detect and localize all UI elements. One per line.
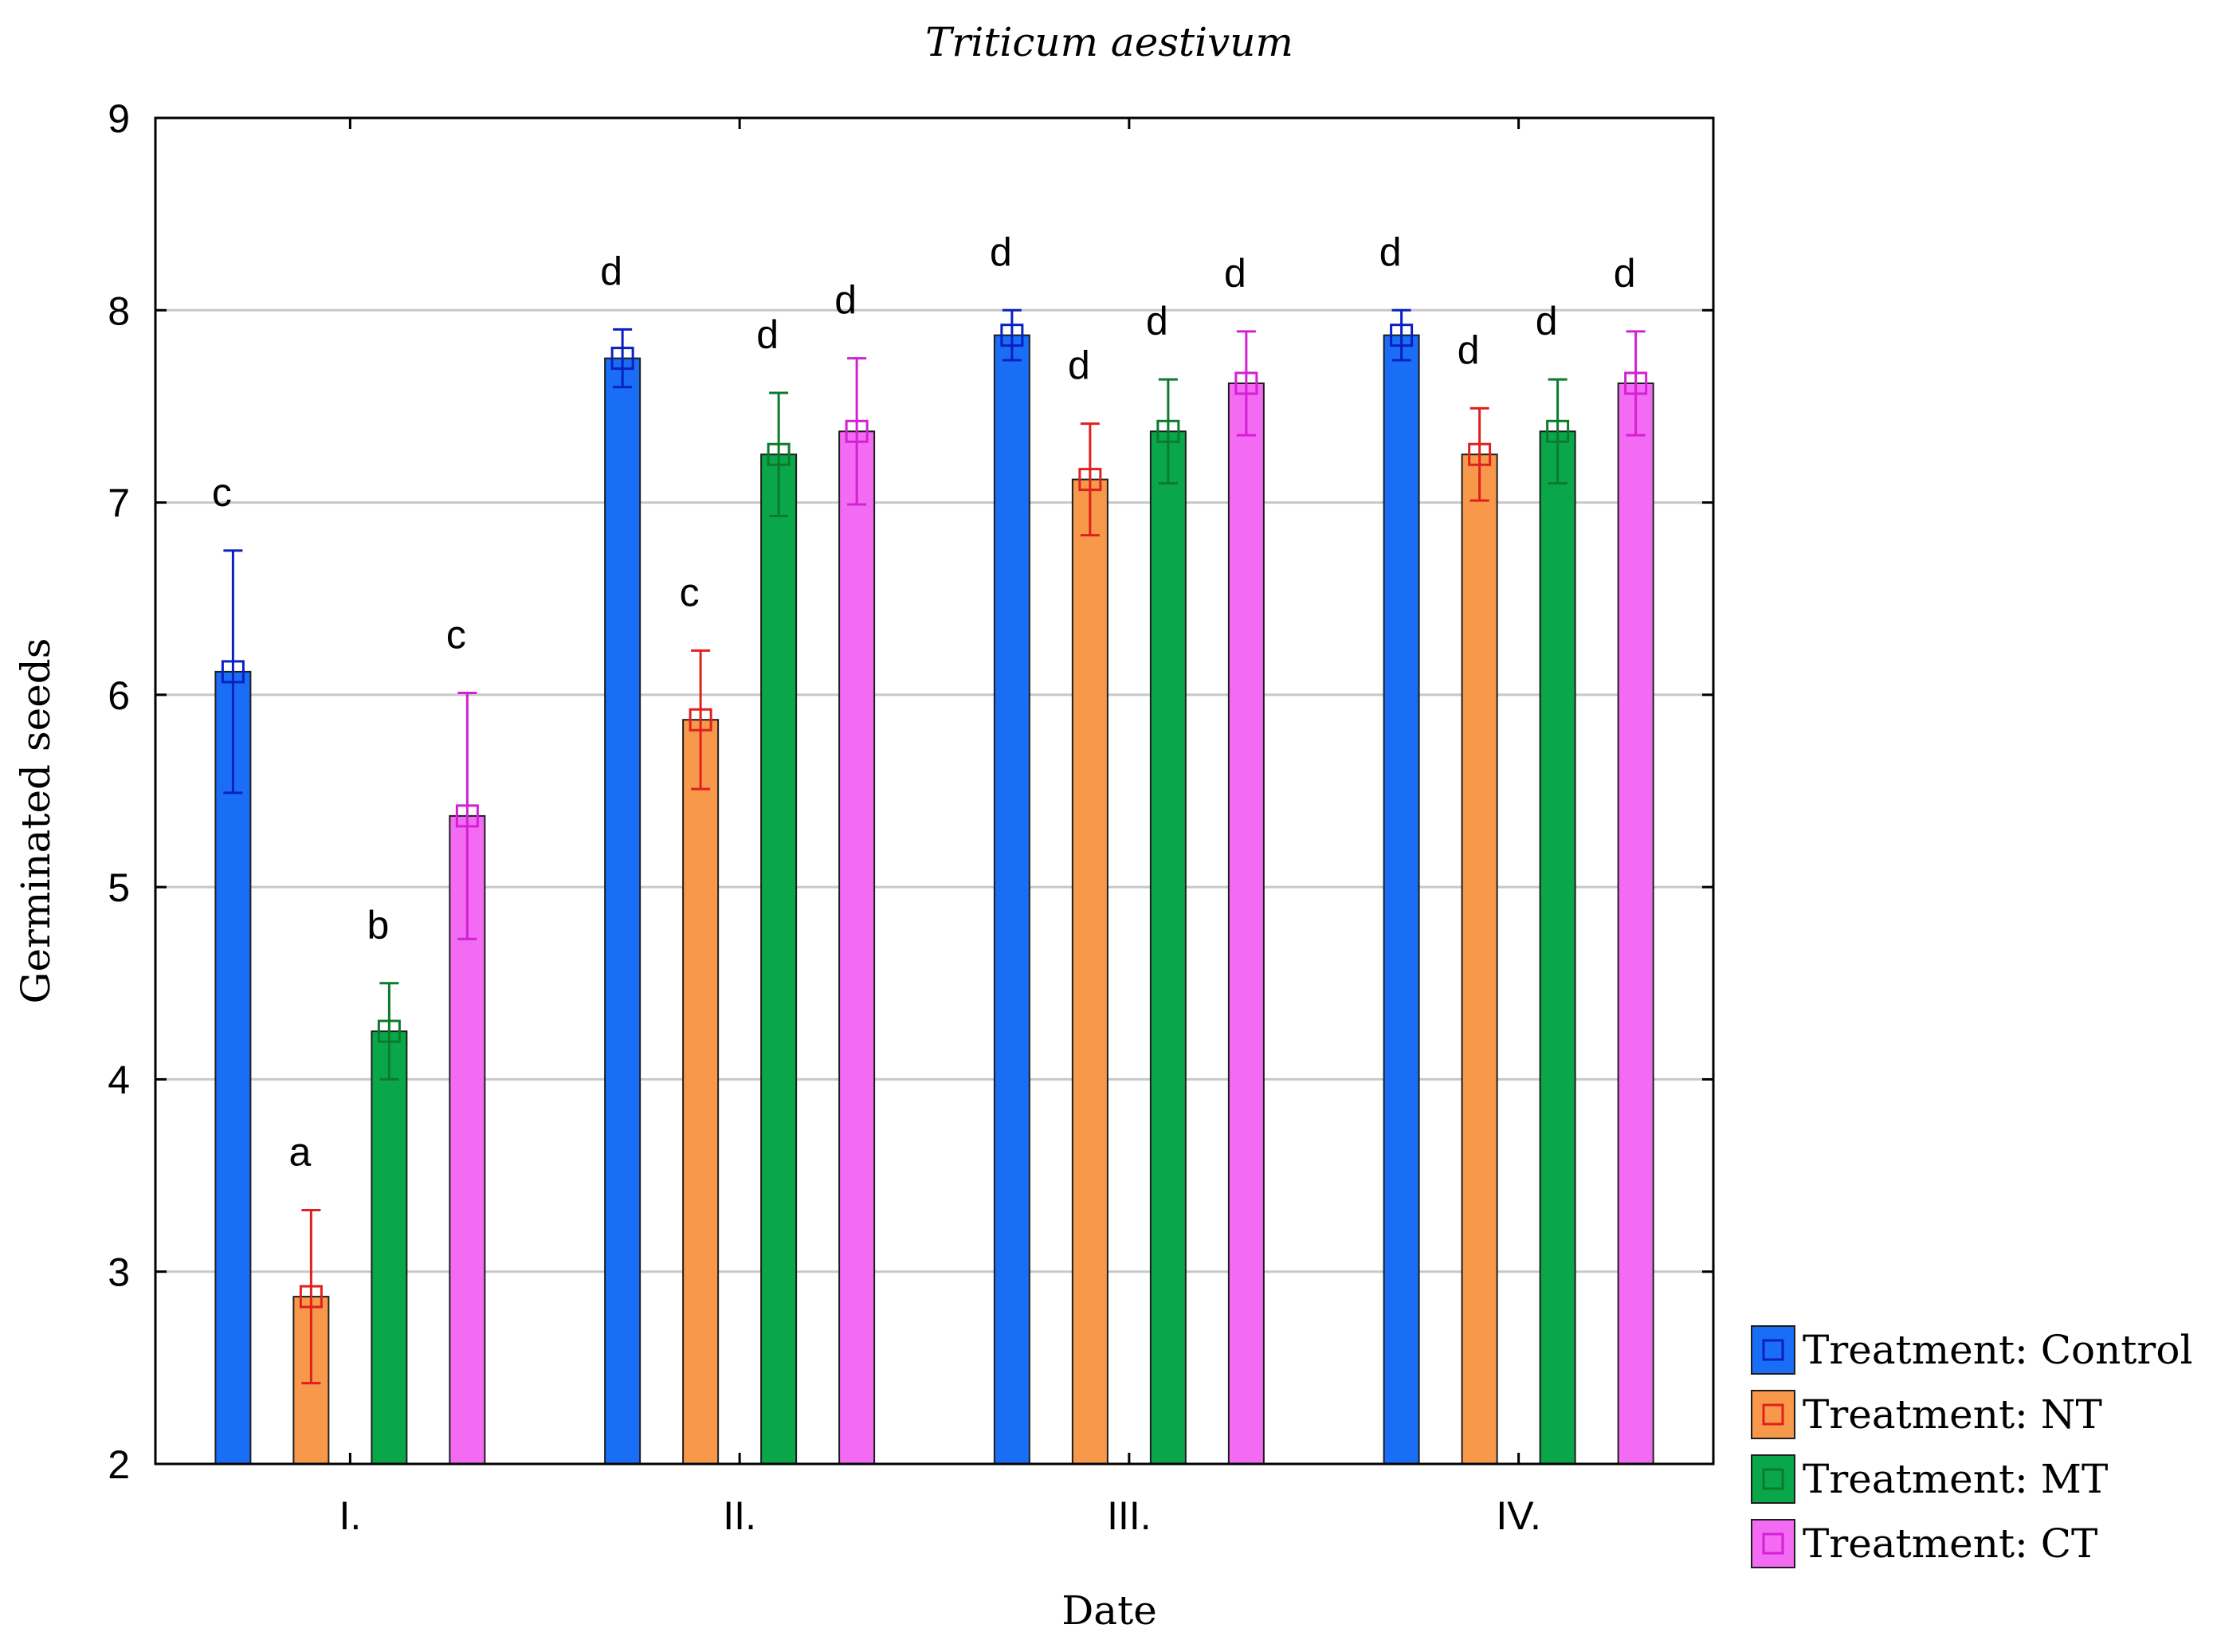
mean-marker [610, 347, 634, 371]
mean-marker [1390, 324, 1414, 347]
bar [682, 719, 720, 1465]
mean-marker [1468, 442, 1492, 466]
y-tick-label: 9 [108, 96, 130, 141]
legend-marker [1762, 1468, 1784, 1490]
x-tick-label: II. [723, 1493, 756, 1538]
y-tick-label: 3 [108, 1250, 130, 1295]
mean-marker [1624, 371, 1648, 395]
significance-letter: d [1379, 230, 1402, 274]
significance-letter: a [288, 1130, 311, 1175]
significance-letter: c [212, 470, 232, 515]
legend-swatch [1751, 1390, 1795, 1439]
significance-letter: d [1458, 328, 1480, 372]
x-tick-label: III. [1107, 1493, 1152, 1538]
significance-letter: d [834, 278, 857, 323]
bar [1383, 334, 1420, 1466]
bar [1227, 382, 1265, 1466]
y-tick-label: 6 [108, 673, 130, 718]
mean-marker [455, 804, 479, 828]
mean-marker [221, 660, 245, 684]
mean-marker [377, 1019, 401, 1043]
legend-label: Treatment: NT [1803, 1391, 2102, 1438]
y-tick-label: 5 [108, 865, 130, 910]
y-tick-label: 8 [108, 288, 130, 333]
bar [1071, 478, 1108, 1465]
legend-swatch [1751, 1325, 1795, 1375]
mean-marker [1546, 419, 1570, 443]
mean-marker [845, 419, 869, 443]
significance-letter: c [446, 612, 466, 657]
y-axis-label: Germinated seeds [13, 638, 59, 1004]
mean-marker [689, 708, 712, 732]
significance-letter: d [600, 249, 622, 293]
significance-letter: c [680, 570, 700, 614]
mean-marker [299, 1285, 323, 1309]
plot-area: 2 3 4 5 6 7 8 9 I. c a b c II. d c d d III. d d d d IV. d d d d [108, 96, 1715, 1538]
x-tick-label: IV. [1496, 1493, 1541, 1538]
x-axis-label: Date [1061, 1587, 1157, 1634]
y-tick-label: 7 [108, 481, 130, 526]
legend-marker [1762, 1403, 1784, 1426]
mean-marker [1234, 371, 1258, 395]
legend-label: Treatment: MT [1803, 1456, 2108, 1502]
legend: Treatment: Control Treatment: NT Treatment… [1751, 1325, 2192, 1568]
legend-label: Treatment: Control [1803, 1327, 2192, 1373]
significance-letter: d [1536, 299, 1558, 343]
bar [214, 670, 252, 1465]
bar [760, 453, 798, 1465]
mean-marker [767, 442, 791, 466]
chart-title: Triticum aestivum [925, 19, 1293, 65]
significance-letter: d [756, 312, 779, 357]
significance-letter: d [1224, 251, 1246, 296]
legend-label: Treatment: CT [1803, 1521, 2097, 1567]
x-tick-label: I. [339, 1493, 361, 1538]
legend-swatch [1751, 1454, 1795, 1504]
significance-letter: d [1068, 343, 1090, 388]
bar [371, 1030, 408, 1466]
plot-frame [154, 116, 1715, 1466]
y-tick-label: 4 [108, 1058, 130, 1102]
mean-marker [1000, 324, 1024, 347]
significance-letter: d [1614, 251, 1636, 296]
mean-marker [1156, 419, 1180, 443]
legend-marker [1762, 1339, 1784, 1361]
significance-letter: b [367, 903, 389, 948]
significance-letter: d [990, 230, 1012, 274]
bar [604, 357, 642, 1465]
bar [1149, 430, 1187, 1466]
bar [1461, 453, 1498, 1465]
legend-swatch [1751, 1519, 1795, 1568]
mean-marker [1078, 468, 1102, 492]
legend-marker [1762, 1532, 1784, 1555]
bar [1539, 430, 1576, 1466]
bar [993, 334, 1030, 1466]
bar [838, 430, 876, 1466]
significance-letter: d [1146, 299, 1168, 343]
bar [1617, 382, 1654, 1466]
y-tick-label: 2 [108, 1442, 130, 1487]
